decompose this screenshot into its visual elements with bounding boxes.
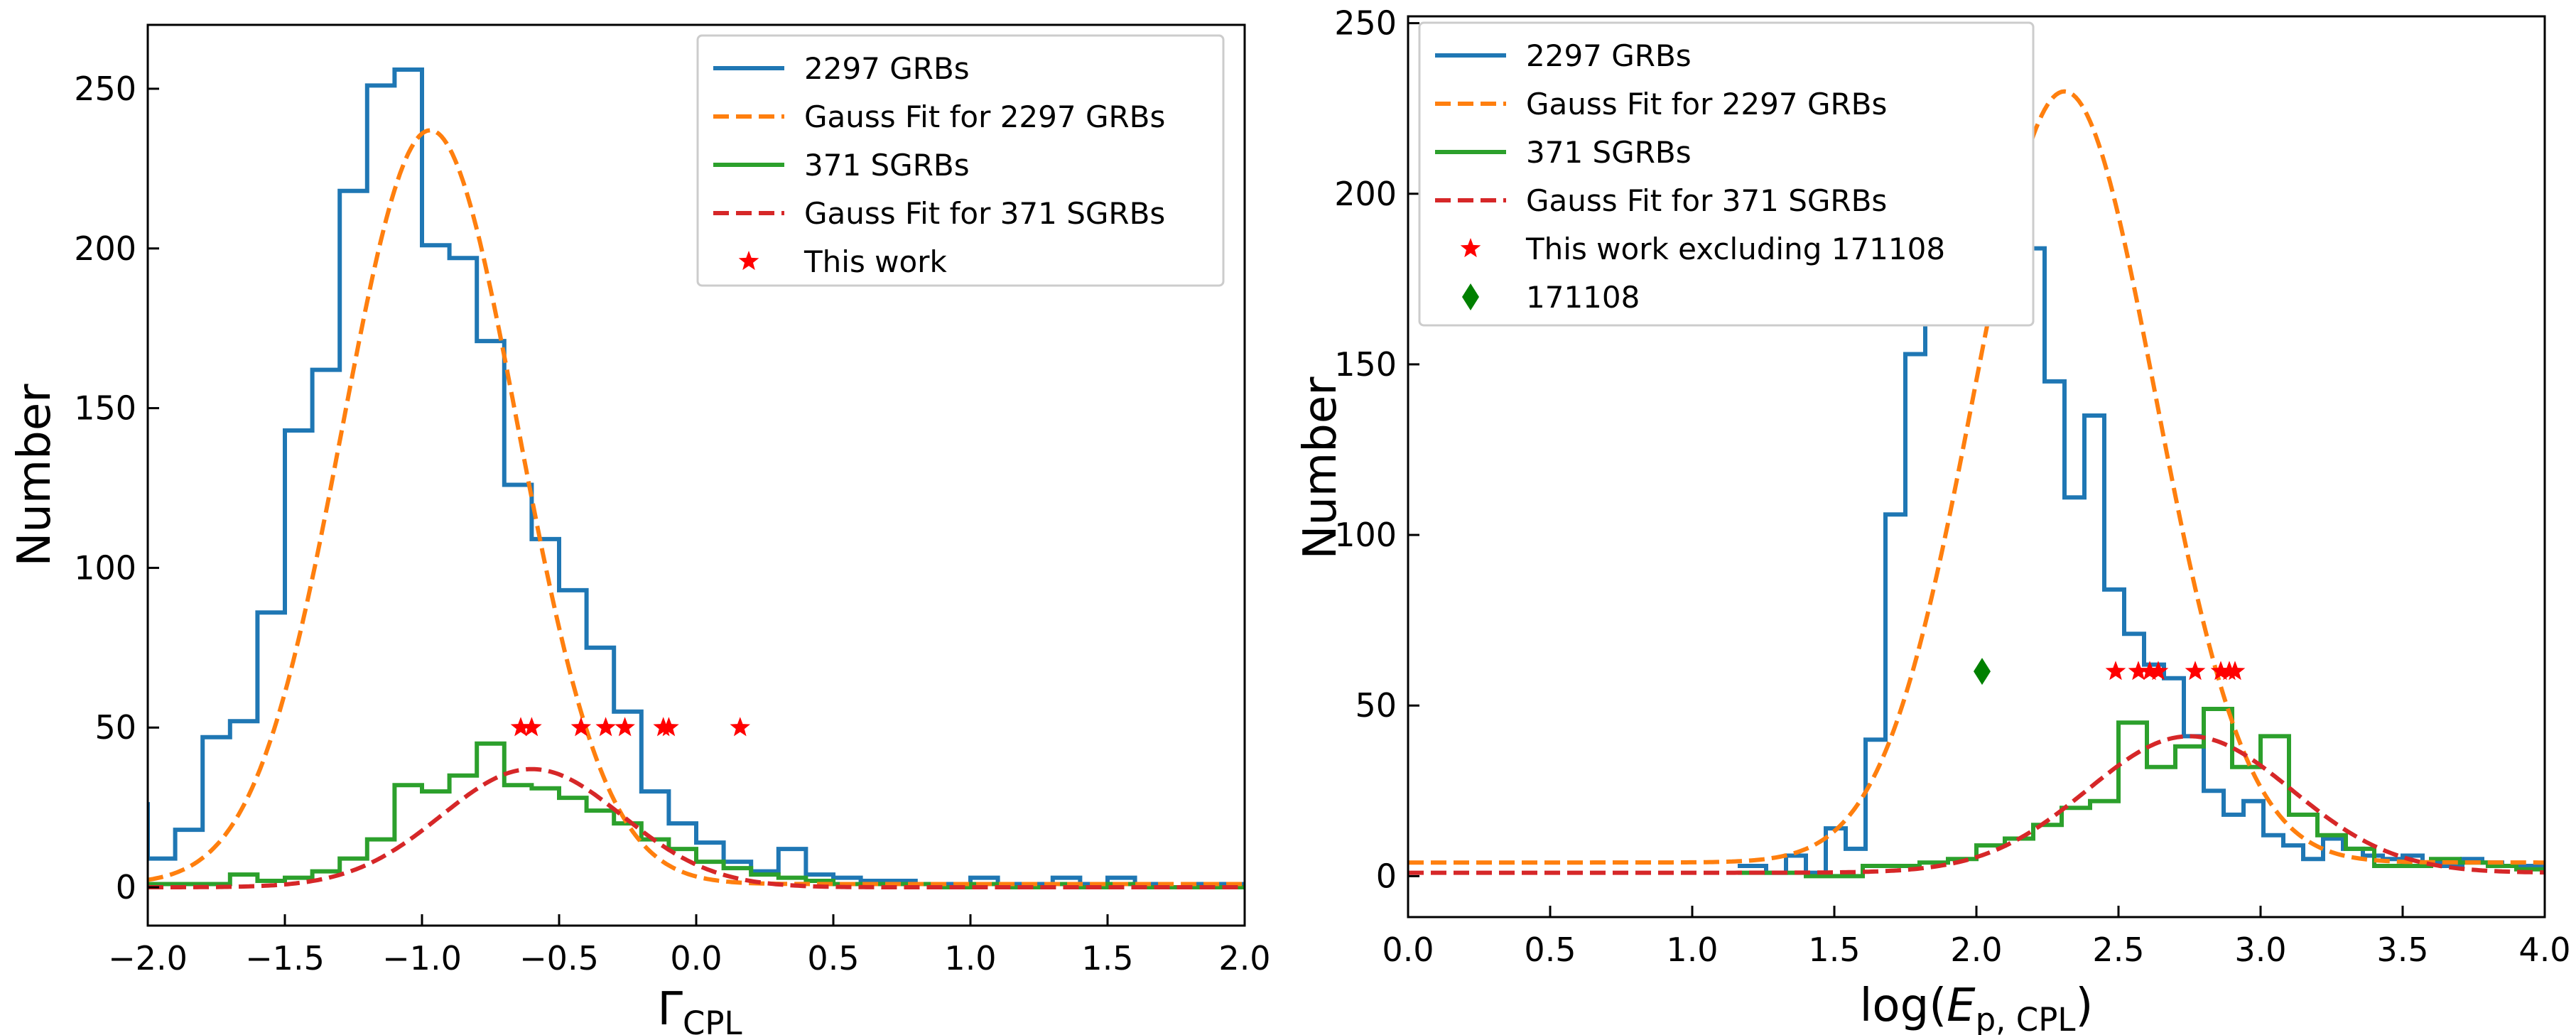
legend-label: Gauss Fit for 371 SGRBs (804, 196, 1165, 231)
this-work-star-marker (2210, 661, 2231, 681)
gauss-fit-2297-grbs (148, 128, 1245, 887)
x-tick-label: 2.5 (2092, 931, 2144, 969)
x-tick-label: −1.0 (382, 939, 462, 977)
y-tick-label: 50 (94, 708, 136, 747)
right-y-axis-label: Number (1294, 376, 1347, 560)
right-legend: 2297 GRBs Gauss Fit for 2297 GRBs 371 SGRB… (1418, 21, 2035, 327)
gauss-fit-371-sgrbs (1408, 734, 2545, 875)
legend-handle-star (1460, 238, 1481, 258)
this-work-star-marker (570, 717, 592, 737)
legend-label: 371 SGRBs (1526, 135, 1692, 170)
x-tick-label: 1.5 (1081, 939, 1133, 977)
x-tick-label: 1.0 (944, 939, 996, 977)
this-work-star-marker (615, 717, 635, 737)
this-work-star-marker (595, 717, 616, 737)
grb-171108-diamond-marker (1974, 658, 1991, 686)
legend-label: Gauss Fit for 371 SGRBs (1526, 183, 1887, 218)
y-tick-label: 200 (74, 229, 136, 268)
this-work-star-marker (510, 717, 531, 737)
y-tick-label: 200 (1334, 175, 1397, 213)
this-work-star-marker (659, 717, 679, 737)
x-tick-label: 3.5 (2376, 931, 2428, 969)
y-tick-label: 0 (116, 868, 136, 906)
x-tick-label: 2.0 (1218, 939, 1270, 977)
y-tick-label: 150 (74, 389, 136, 428)
y-tick-label: 100 (1334, 516, 1397, 554)
legend-box (1418, 21, 2035, 327)
hist-371-sgrbs (148, 741, 1245, 889)
legend-box (696, 34, 1225, 287)
y-tick-label: 150 (1334, 345, 1397, 384)
y-tick-label: 100 (74, 548, 136, 587)
x-tick-label: 0.0 (1382, 931, 1434, 969)
legend-handle-star (738, 251, 759, 271)
this-work-star-marker (2224, 661, 2246, 681)
left-chart-panel: −2.0 −1.5 −1.0 −0.5 0.0 0.5 1.0 1.5 2.0 0 50 100 150… (9, 23, 1271, 1035)
legend-handle-diamond (1462, 283, 1479, 310)
gauss-fit-371-sgrbs (148, 766, 1245, 889)
this-work-star-marker (2185, 661, 2206, 681)
this-work-star-marker (521, 717, 542, 737)
x-tick-label: 0.0 (670, 939, 722, 977)
x-tick-label: 1.0 (1666, 931, 1718, 969)
x-tick-label: 0.5 (807, 939, 859, 977)
x-tick-label: −1.5 (245, 939, 325, 977)
legend-label: 171108 (1526, 280, 1640, 315)
right-x-axis-label: log(Ep, CPL) (1860, 980, 2094, 1035)
this-work-star-marker (2128, 661, 2149, 681)
x-tick-label: 4.0 (2518, 931, 2570, 969)
legend-label: This work excluding 171108 (1525, 232, 1945, 266)
x-tick-label: 3.0 (2234, 931, 2286, 969)
legend-label: 2297 GRBs (1526, 38, 1692, 73)
left-legend: 2297 GRBs Gauss Fit for 2297 GRBs 371 SGRB… (696, 34, 1225, 287)
x-tick-label: 0.5 (1524, 931, 1576, 969)
x-tick-label: −0.5 (519, 939, 599, 977)
left-x-axis-label: ΓCPL (657, 983, 742, 1035)
this-work-star-marker (2139, 661, 2160, 681)
this-work-star-marker (2148, 661, 2169, 681)
this-work-star-marker (2105, 661, 2126, 681)
right-chart-panel: 0.0 0.5 1.0 1.5 2.0 2.5 3.0 3.5 4.0 0 50 100 150 200 2… (1294, 4, 2571, 1035)
gauss-fit-2297-grbs (1408, 89, 2545, 865)
legend-label: 2297 GRBs (804, 51, 970, 86)
legend-label: Gauss Fit for 2297 GRBs (1526, 87, 1887, 121)
left-y-axis-label: Number (9, 384, 61, 567)
this-work-star-marker (730, 717, 750, 737)
legend-label: Gauss Fit for 2297 GRBs (804, 99, 1165, 134)
y-tick-label: 250 (1334, 4, 1397, 43)
x-tick-label: 1.5 (1808, 931, 1860, 969)
y-tick-label: 250 (74, 70, 136, 108)
y-tick-label: 0 (1376, 857, 1397, 895)
hist-371-sgrbs (1738, 707, 2545, 879)
hist-2297-grbs (1738, 58, 2545, 875)
x-tick-label: 2.0 (1950, 931, 2002, 969)
y-tick-label: 50 (1355, 686, 1397, 725)
x-tick-label: −2.0 (108, 939, 188, 977)
legend-label: This work (803, 244, 947, 279)
legend-label: 371 SGRBs (804, 148, 970, 183)
